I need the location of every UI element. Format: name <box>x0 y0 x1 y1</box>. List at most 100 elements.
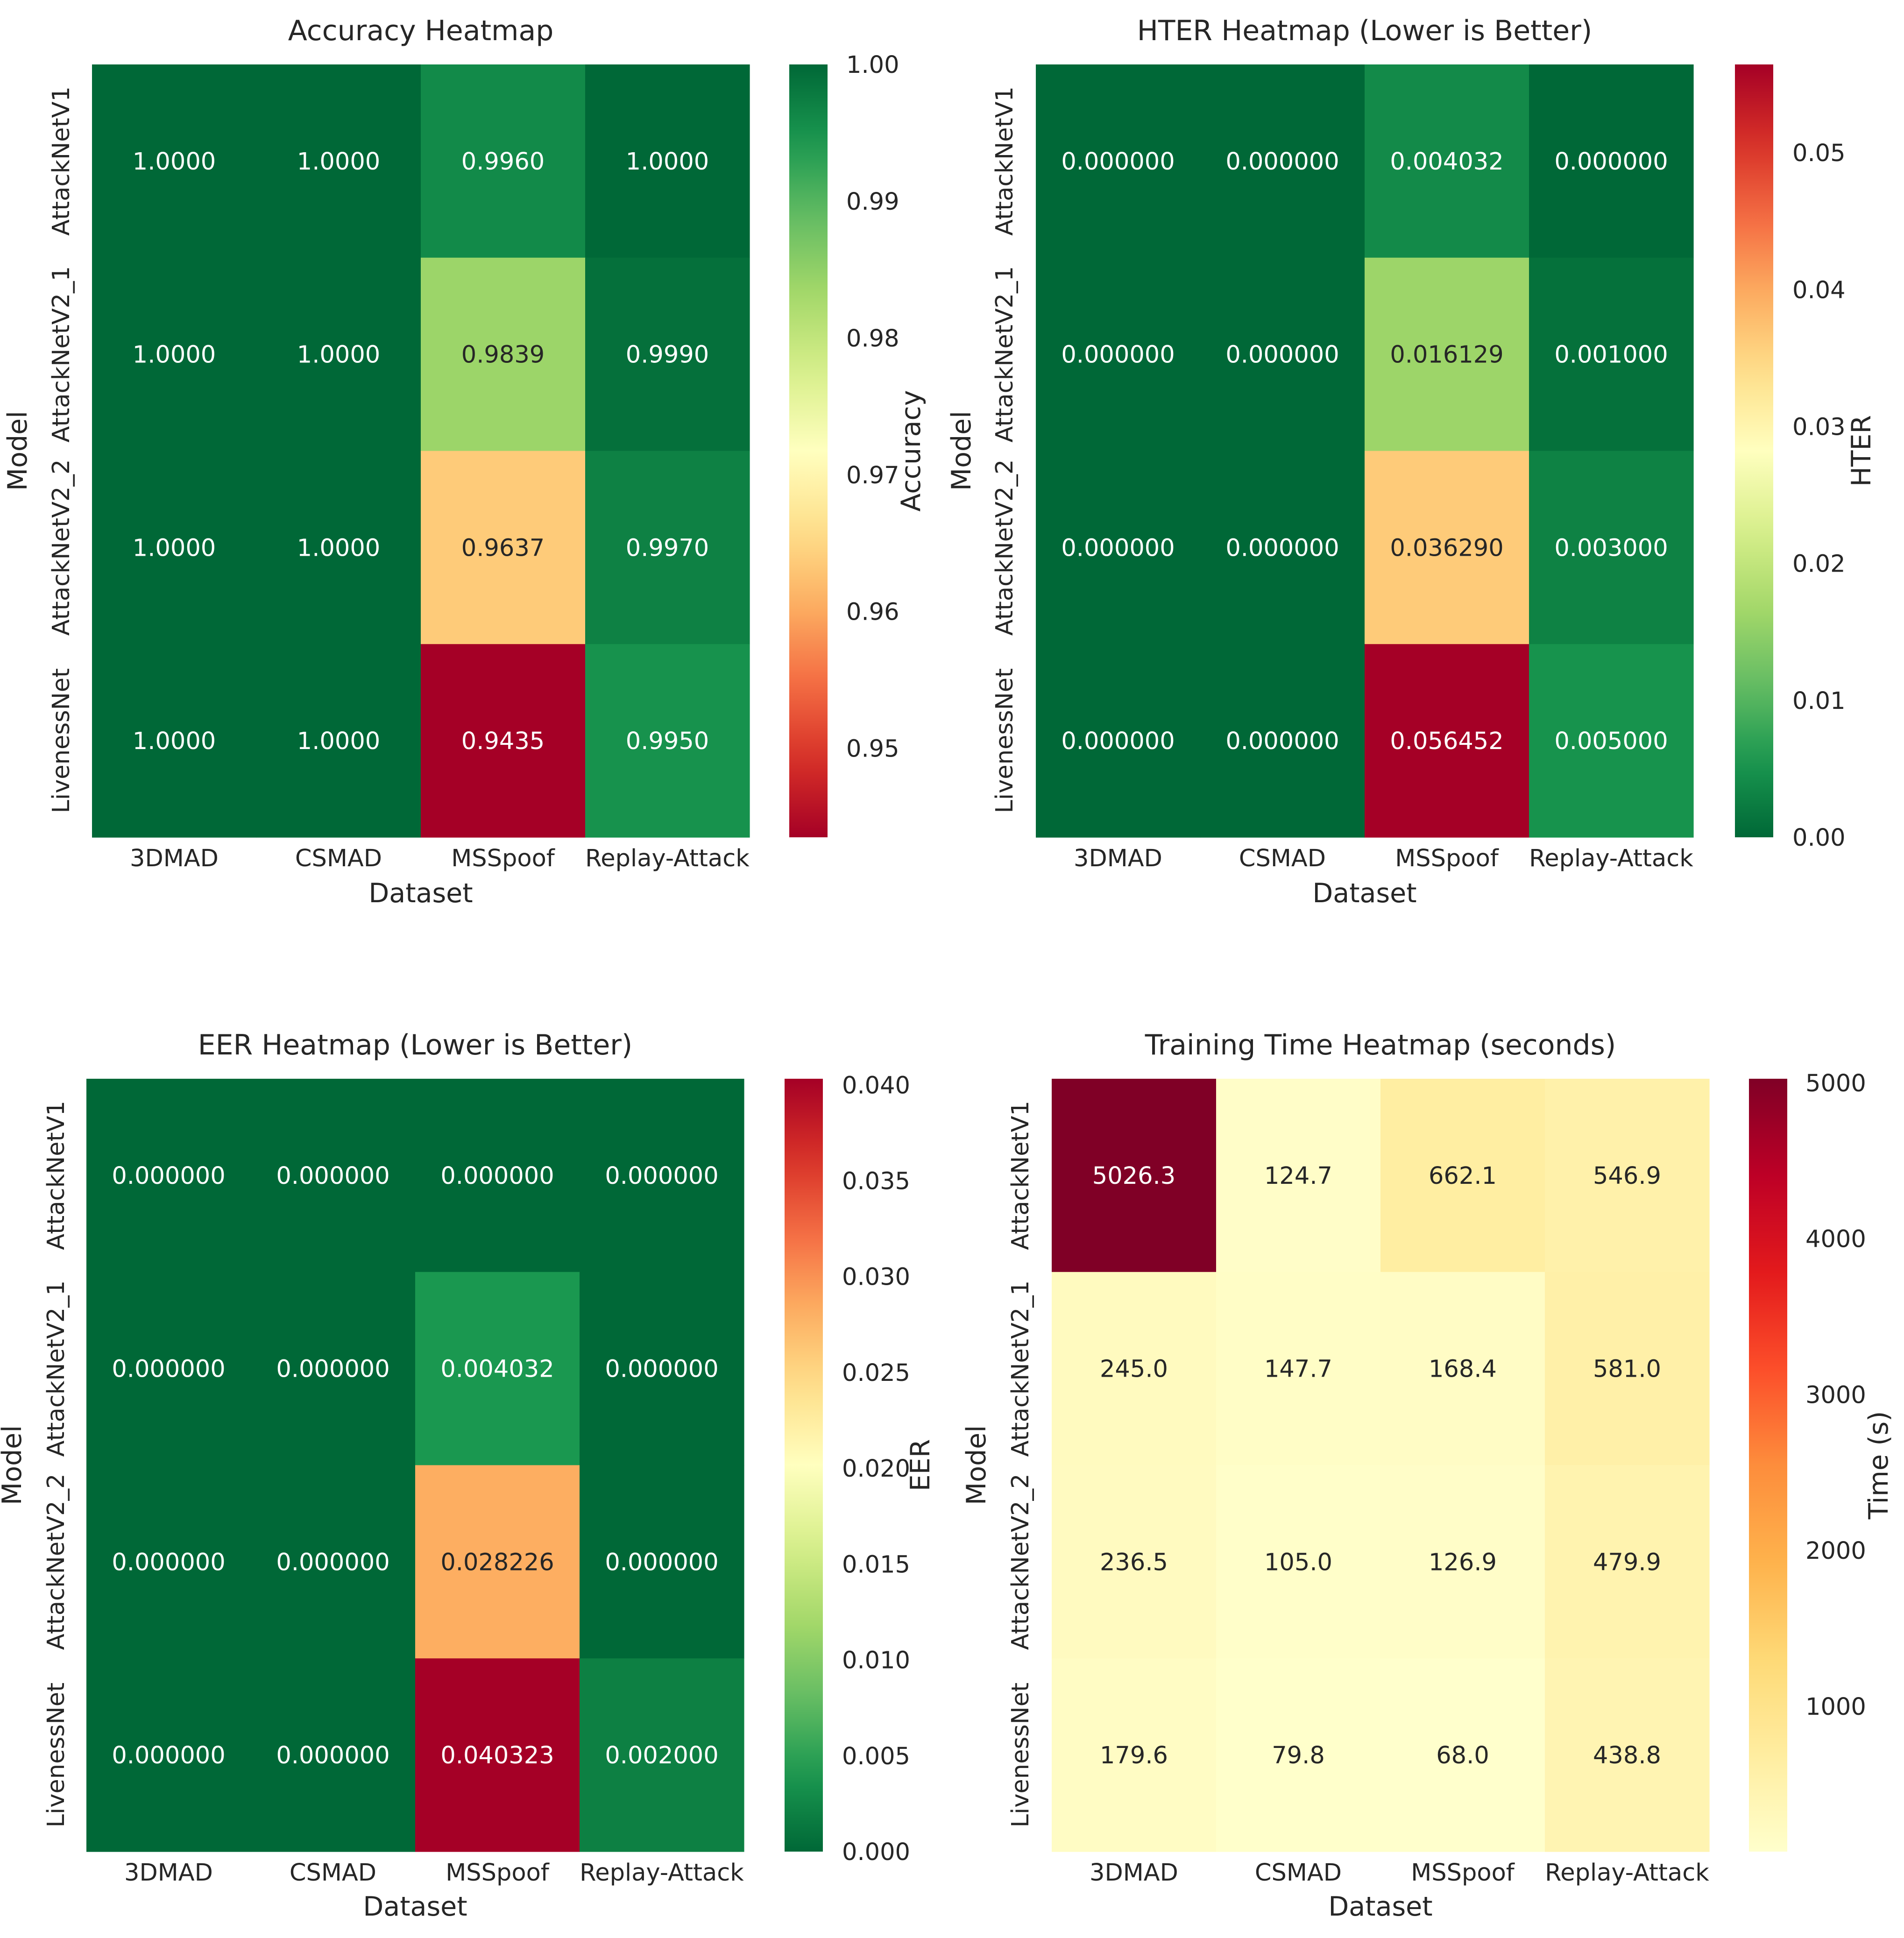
x-tick-label: Replay-Attack <box>580 1859 744 1887</box>
cell-value-label: 0.003000 <box>1554 534 1668 562</box>
heatmap-cell <box>92 64 257 258</box>
cell-value-label: 0.005000 <box>1554 728 1668 755</box>
x-axis-label: Dataset <box>363 1891 467 1922</box>
colorbar-tick-label: 0.01 <box>1792 687 1846 715</box>
cell-value-label: 1.0000 <box>297 148 380 176</box>
colorbar-tick-label: 1.00 <box>846 51 899 79</box>
heatmap-cell <box>251 1079 416 1273</box>
cell-value-label: 662.1 <box>1429 1162 1497 1190</box>
colorbar-tick-label: 0.015 <box>842 1551 910 1578</box>
cell-value-label: 0.000000 <box>605 1356 718 1383</box>
cell-value-label: 1.0000 <box>297 534 380 562</box>
colorbar-tick-label: 0.97 <box>846 462 899 489</box>
cell-value-label: 0.000000 <box>1225 148 1339 176</box>
cell-value-label: 1.0000 <box>626 148 709 176</box>
heatmap-cell <box>585 451 750 644</box>
cell-value-label: 0.036290 <box>1390 534 1503 562</box>
colorbar-label: HTER <box>1846 415 1877 487</box>
x-axis-label: Dataset <box>1312 878 1416 909</box>
x-tick-label: 3DMAD <box>130 845 219 872</box>
x-tick-label: MSSpoof <box>446 1859 550 1887</box>
heatmap-cell <box>1200 451 1365 644</box>
heatmap-cell <box>1216 1272 1381 1466</box>
heatmap-cell <box>415 1272 580 1466</box>
cell-value-label: 0.000000 <box>440 1162 554 1190</box>
heatmap-cell <box>1216 1465 1381 1659</box>
y-axis-label: Model <box>0 1425 28 1505</box>
chart-title: Training Time Heatmap (seconds) <box>1145 1029 1616 1061</box>
heatmap-cell <box>1036 644 1201 838</box>
x-tick-label: CSMAD <box>1239 845 1326 872</box>
chart-title: HTER Heatmap (Lower is Better) <box>1137 14 1592 47</box>
y-tick-label: AttackNetV1 <box>48 86 75 236</box>
heatmap-panel-3: EER Heatmap (Lower is Better) 0.000000 0.0… <box>0 1029 936 1922</box>
heatmap-cell <box>256 64 421 258</box>
cell-value-label: 168.4 <box>1429 1356 1497 1383</box>
heatmap-cell <box>1365 644 1529 838</box>
heatmap-cell <box>1052 1272 1217 1466</box>
cell-value-label: 0.000000 <box>112 1742 225 1769</box>
cell-value-label: 179.6 <box>1100 1742 1168 1769</box>
cell-value-label: 0.004032 <box>1390 148 1503 176</box>
chart-title: Accuracy Heatmap <box>288 14 554 47</box>
heatmap-cell <box>415 1658 580 1852</box>
heatmap-cell <box>1545 1658 1710 1852</box>
cell-value-label: 5026.3 <box>1092 1162 1175 1190</box>
cell-value-label: 0.000000 <box>1061 534 1175 562</box>
cell-value-label: 0.000000 <box>605 1549 718 1576</box>
heatmap-cell <box>1545 1272 1710 1466</box>
y-tick-label: AttackNetV2_1 <box>42 1280 70 1457</box>
cell-value-label: 0.9435 <box>461 728 545 755</box>
x-tick-label: CSMAD <box>290 1859 376 1887</box>
heatmap-cell <box>1365 451 1529 644</box>
heatmap-cell <box>1036 451 1201 644</box>
heatmap-panel-1: Accuracy Heatmap 1.0000 1.0000 0.9960 1.0000… <box>2 14 927 909</box>
y-tick-label: LivenessNet <box>991 668 1019 813</box>
heatmap-cell <box>1036 64 1201 258</box>
cell-value-label: 1.0000 <box>297 341 380 369</box>
cell-value-label: 236.5 <box>1100 1549 1168 1576</box>
heatmap-cell <box>86 1272 251 1466</box>
cell-value-label: 1.0000 <box>133 341 216 369</box>
heatmap-cell <box>1052 1465 1217 1659</box>
cell-value-label: 1.0000 <box>297 728 380 755</box>
colorbar-tick-label: 0.99 <box>846 188 899 216</box>
cell-value-label: 0.9950 <box>626 728 709 755</box>
heatmap-cell <box>256 644 421 838</box>
colorbar-tick-label: 0.025 <box>842 1359 910 1387</box>
x-tick-label: 3DMAD <box>1090 1859 1178 1887</box>
cell-value-label: 0.000000 <box>1225 534 1339 562</box>
heatmap-cell <box>92 257 257 452</box>
heatmap-cell <box>1529 64 1694 258</box>
cell-value-label: 0.000000 <box>1554 148 1668 176</box>
heatmap-cell <box>585 64 750 258</box>
heatmap-cell <box>421 644 586 838</box>
heatmap-cell <box>421 64 586 258</box>
y-tick-label: AttackNetV2_1 <box>1007 1280 1034 1457</box>
heatmap-cell <box>415 1079 580 1273</box>
colorbar-tick-label: 0.005 <box>842 1743 910 1770</box>
cell-value-label: 126.9 <box>1429 1549 1497 1576</box>
x-tick-label: CSMAD <box>295 845 382 872</box>
y-tick-label: AttackNetV2_2 <box>991 460 1019 636</box>
cell-value-label: 1.0000 <box>133 148 216 176</box>
heatmap-cell <box>1052 1658 1217 1852</box>
heatmap-cell <box>86 1658 251 1852</box>
colorbar-tick-label: 0.98 <box>846 325 899 353</box>
heatmap-cell <box>256 451 421 644</box>
cell-value-label: 581.0 <box>1593 1356 1661 1383</box>
colorbar-tick-label: 4000 <box>1805 1226 1866 1253</box>
y-tick-label: AttackNetV2_1 <box>48 266 75 443</box>
colorbar-tick-label: 0.035 <box>842 1167 910 1195</box>
cell-value-label: 0.002000 <box>605 1742 718 1769</box>
heatmap-cell <box>1529 451 1694 644</box>
colorbar-label: Accuracy <box>896 390 927 511</box>
cell-value-label: 0.001000 <box>1554 341 1668 369</box>
cell-value-label: 79.8 <box>1272 1742 1325 1769</box>
colorbar-tick-label: 0.00 <box>1792 824 1846 852</box>
cell-value-label: 0.000000 <box>276 1742 389 1769</box>
x-tick-label: 3DMAD <box>1074 845 1162 872</box>
cell-value-label: 1.0000 <box>133 728 216 755</box>
colorbar-tick-label: 0.04 <box>1792 276 1846 304</box>
